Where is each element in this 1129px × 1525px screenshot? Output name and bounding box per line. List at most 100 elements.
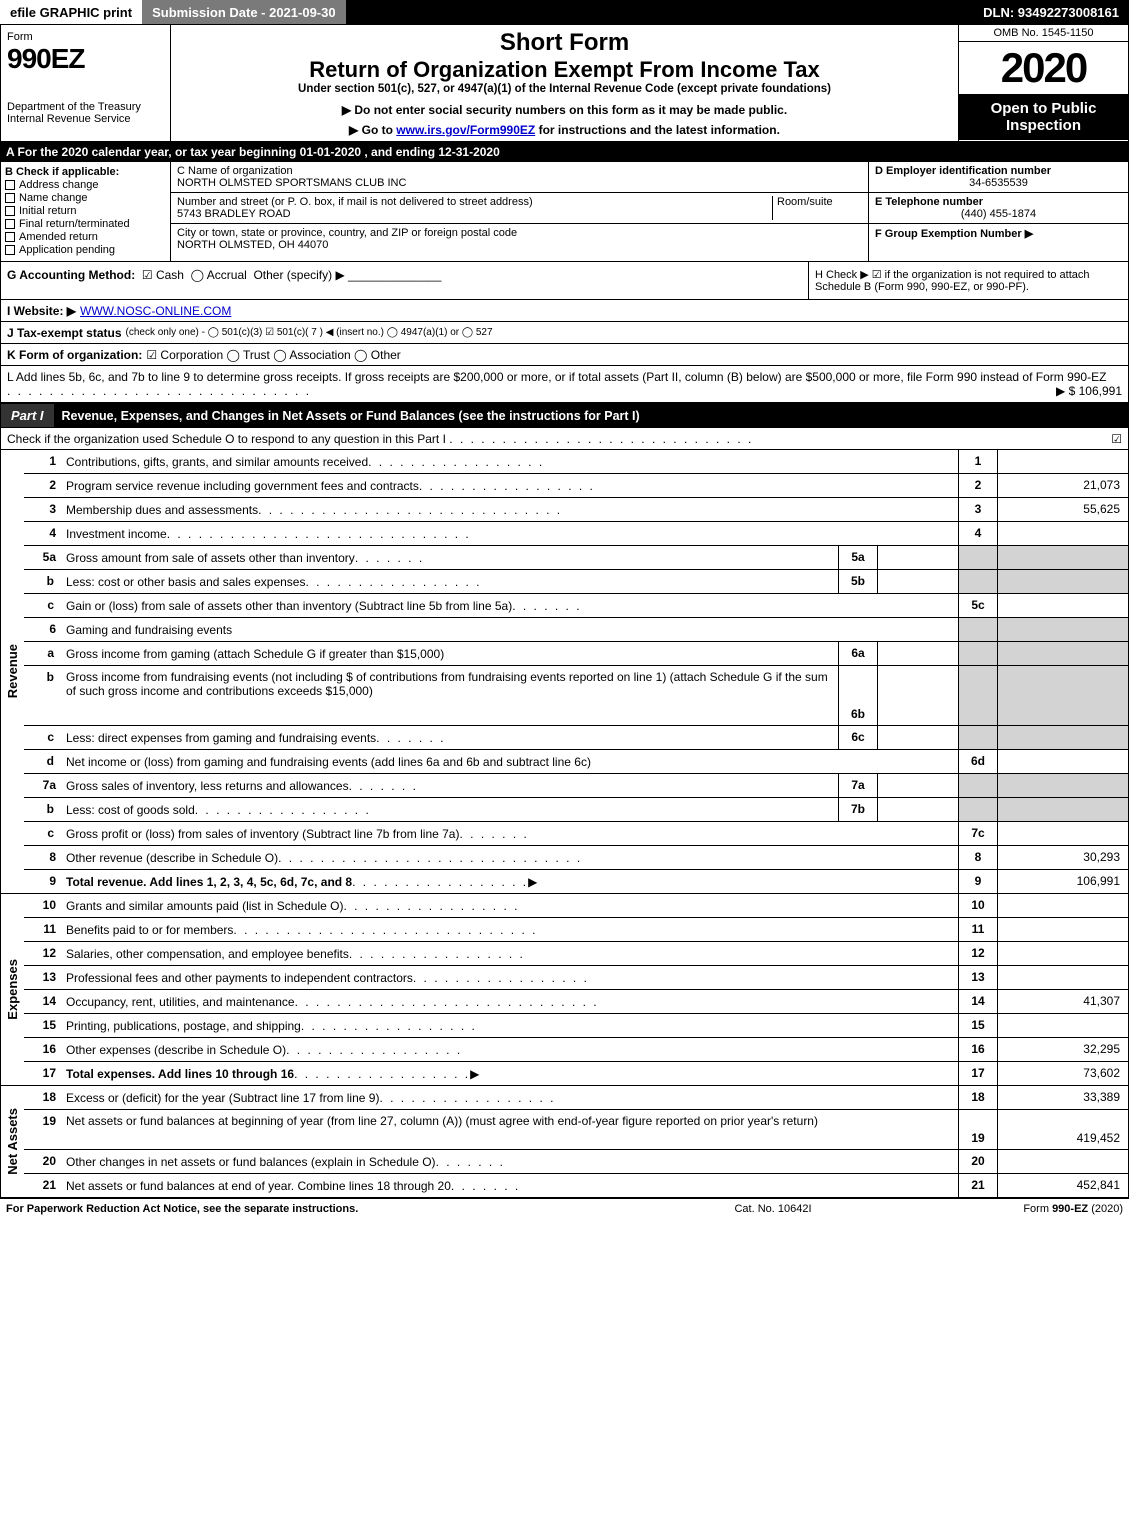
part1-tag: Part I — [1, 404, 54, 427]
row-6: 6 Gaming and fundraising events — [24, 618, 1128, 642]
row-num: 11 — [24, 918, 60, 941]
desc: Net assets or fund balances at beginning… — [66, 1114, 818, 1128]
row-rn: 15 — [958, 1014, 998, 1037]
org-city: NORTH OLMSTED, OH 44070 — [177, 239, 862, 251]
arrow-icon: ▶ — [349, 123, 358, 137]
part1-checkbox: ☑ — [1111, 432, 1122, 446]
website-link[interactable]: WWW.NOSC-ONLINE.COM — [80, 304, 231, 318]
row-desc: Other expenses (describe in Schedule O) — [60, 1038, 958, 1061]
checkbox-icon[interactable] — [5, 245, 15, 255]
dots — [233, 923, 537, 937]
dots — [167, 527, 471, 541]
row-num: 12 — [24, 942, 60, 965]
row-2: 2 Program service revenue including gove… — [24, 474, 1128, 498]
row-rv: 32,295 — [998, 1038, 1128, 1061]
row-15: 15 Printing, publications, postage, and … — [24, 1014, 1128, 1038]
footer-left: For Paperwork Reduction Act Notice, see … — [6, 1203, 623, 1215]
row-rv — [998, 594, 1128, 617]
desc: Gain or (loss) from sale of assets other… — [66, 599, 512, 613]
desc: Total revenue. Add lines 1, 2, 3, 4, 5c,… — [66, 875, 352, 889]
b-item-0: Address change — [19, 179, 99, 191]
d-label: D Employer identification number — [875, 165, 1122, 177]
checkbox-icon[interactable] — [5, 193, 15, 203]
checkbox-icon[interactable] — [5, 219, 15, 229]
row-16: 16 Other expenses (describe in Schedule … — [24, 1038, 1128, 1062]
row-11: 11 Benefits paid to or for members 11 — [24, 918, 1128, 942]
open-to-public: Open to Public Inspection — [959, 94, 1128, 140]
checkbox-icon[interactable] — [5, 232, 15, 242]
shade — [958, 570, 998, 593]
b-title: B Check if applicable: — [5, 166, 166, 178]
page-footer: For Paperwork Reduction Act Notice, see … — [0, 1198, 1129, 1219]
row-rn: 11 — [958, 918, 998, 941]
mid-v — [878, 642, 958, 665]
dots — [301, 1019, 477, 1033]
row-5c: c Gain or (loss) from sale of assets oth… — [24, 594, 1128, 618]
goto-line: ▶ Go to www.irs.gov/Form990EZ for instru… — [179, 123, 950, 137]
c-name-label: C Name of organization — [177, 165, 862, 177]
mid-n: 6a — [838, 642, 878, 665]
row-desc: Less: cost of goods sold — [60, 798, 838, 821]
shade — [998, 774, 1128, 797]
irs-link[interactable]: www.irs.gov/Form990EZ — [396, 123, 535, 137]
row-num: 5a — [24, 546, 60, 569]
row-rn: 13 — [958, 966, 998, 989]
b-item-1: Name change — [19, 192, 88, 204]
dots — [459, 827, 528, 841]
row-rv: 106,991 — [998, 870, 1128, 893]
dots — [349, 779, 418, 793]
revenue-rows: 1 Contributions, gifts, grants, and simi… — [24, 450, 1129, 894]
mid-n: 7b — [838, 798, 878, 821]
b-item-2: Initial return — [19, 205, 76, 217]
shade — [958, 726, 998, 749]
expenses-rows: 10 Grants and similar amounts paid (list… — [24, 894, 1129, 1086]
shade — [958, 774, 998, 797]
j-label: J Tax-exempt status — [7, 326, 122, 340]
desc: Excess or (deficit) for the year (Subtra… — [66, 1091, 379, 1105]
shade — [958, 666, 998, 725]
row-desc: Gross sales of inventory, less returns a… — [60, 774, 838, 797]
row-num: 6 — [24, 618, 60, 641]
desc: Occupancy, rent, utilities, and maintena… — [66, 995, 295, 1009]
arrow-icon: ▶ — [342, 103, 351, 117]
line-i: I Website: ▶ WWW.NOSC-ONLINE.COM — [0, 300, 1129, 322]
goto-post: for instructions and the latest informat… — [539, 123, 780, 137]
netassets-side-label: Net Assets — [0, 1086, 24, 1198]
row-num: 16 — [24, 1038, 60, 1061]
section-b: B Check if applicable: Address change Na… — [1, 162, 171, 261]
row-desc: Gross income from fundraising events (no… — [60, 666, 838, 725]
mid-v — [878, 774, 958, 797]
row-rn: 16 — [958, 1038, 998, 1061]
part1-check-line: Check if the organization used Schedule … — [0, 428, 1129, 450]
row-rv — [998, 966, 1128, 989]
row-rv — [998, 942, 1128, 965]
shade — [998, 618, 1128, 641]
row-desc: Net assets or fund balances at beginning… — [60, 1110, 958, 1149]
k-rest: ☑ Corporation ◯ Trust ◯ Association ◯ Ot… — [146, 348, 400, 362]
row-desc: Gaming and fundraising events — [60, 618, 958, 641]
dots — [451, 1179, 520, 1193]
checkbox-icon[interactable] — [5, 206, 15, 216]
row-rn: 14 — [958, 990, 998, 1013]
form-header: Form 990EZ Department of the Treasury In… — [0, 24, 1129, 142]
dots — [419, 479, 595, 493]
row-desc: Total revenue. Add lines 1, 2, 3, 4, 5c,… — [60, 870, 958, 893]
checkbox-icon[interactable] — [5, 180, 15, 190]
d-cell: D Employer identification number 34-6535… — [869, 162, 1128, 193]
revenue-side-label: Revenue — [0, 450, 24, 894]
row-rv — [998, 918, 1128, 941]
dots — [355, 551, 424, 565]
row-rv — [998, 522, 1128, 545]
row-1: 1 Contributions, gifts, grants, and simi… — [24, 450, 1128, 474]
shade — [958, 618, 998, 641]
e-cell: E Telephone number (440) 455-1874 — [869, 193, 1128, 224]
org-name: NORTH OLMSTED SPORTSMANS CLUB INC — [177, 177, 862, 189]
expenses-group: Expenses 10 Grants and similar amounts p… — [0, 894, 1129, 1086]
chk-final-return: Final return/terminated — [5, 218, 166, 230]
c-street-cell: Number and street (or P. O. box, if mail… — [171, 193, 868, 224]
header-left: Form 990EZ Department of the Treasury In… — [1, 25, 171, 141]
dots — [413, 971, 589, 985]
row-19: 19 Net assets or fund balances at beginn… — [24, 1110, 1128, 1150]
netassets-rows: 18 Excess or (deficit) for the year (Sub… — [24, 1086, 1129, 1198]
desc: Other changes in net assets or fund bala… — [66, 1155, 436, 1169]
